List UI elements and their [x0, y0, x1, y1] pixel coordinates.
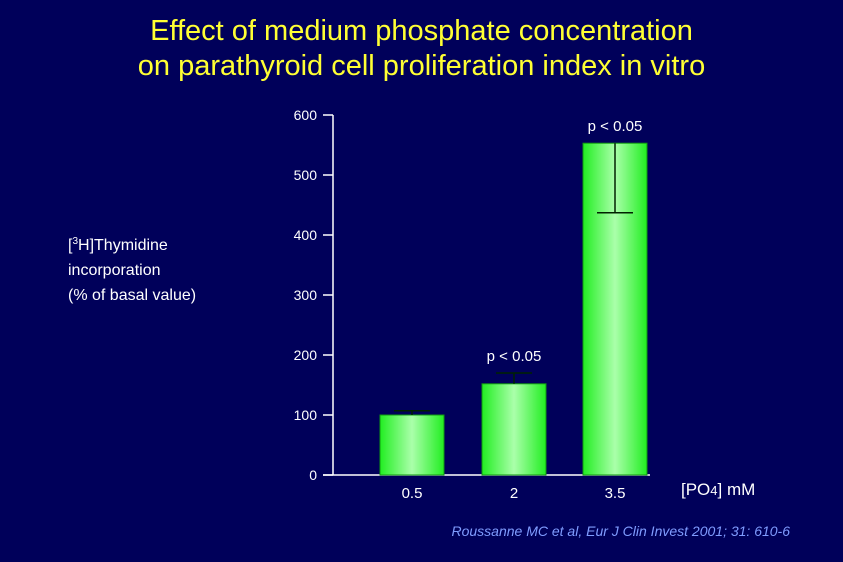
y-tick-label: 600	[294, 107, 318, 123]
title-line-1: Effect of medium phosphate concentration	[150, 15, 693, 47]
y-tick-label: 500	[294, 167, 318, 183]
chart-title: Effect of medium phosphate concentration…	[0, 14, 843, 84]
x-axis-unit-sub: 4	[710, 483, 718, 498]
y-tick-label: 300	[294, 287, 318, 303]
y-tick-label: 400	[294, 227, 318, 243]
y-axis-label-sup: 3	[72, 236, 79, 247]
y-axis-label-line-3: (% of basal value)	[68, 287, 197, 304]
y-axis-label-line-2: incorporation	[68, 262, 161, 279]
y-axis-label-line-1: [3H]Thymidine	[68, 229, 196, 258]
y-axis-label: [3H]Thymidine incorporation (% of basal …	[68, 229, 196, 308]
bar-0.5	[379, 414, 445, 476]
y-axis-label-mid: H]	[78, 237, 95, 254]
x-tick-label-3.5: 3.5	[605, 485, 626, 502]
title-line-2: on parathyroid cell proliferation index …	[137, 50, 706, 82]
y-tick-label: 0	[309, 467, 317, 483]
citation: Roussanne MC et al, Eur J Clin Invest 20…	[451, 523, 790, 539]
significance-label-2: p < 0.05	[487, 348, 542, 365]
x-tick-label-0.5: 0.5	[402, 485, 423, 502]
x-axis-unit-main: [PO	[681, 480, 711, 499]
significance-label-3.5: p < 0.05	[588, 118, 643, 135]
x-axis-unit-label: [PO4] mM	[681, 480, 755, 500]
y-axis-label-prefix: [	[68, 237, 73, 254]
y-tick-label: 100	[294, 407, 318, 423]
x-tick-label-2: 2	[510, 485, 518, 502]
y-tick-label: 200	[294, 347, 318, 363]
y-axis-label-text: Thymidine	[94, 237, 168, 254]
bar-2	[481, 383, 547, 476]
x-axis-unit-end: ] mM	[717, 480, 756, 499]
